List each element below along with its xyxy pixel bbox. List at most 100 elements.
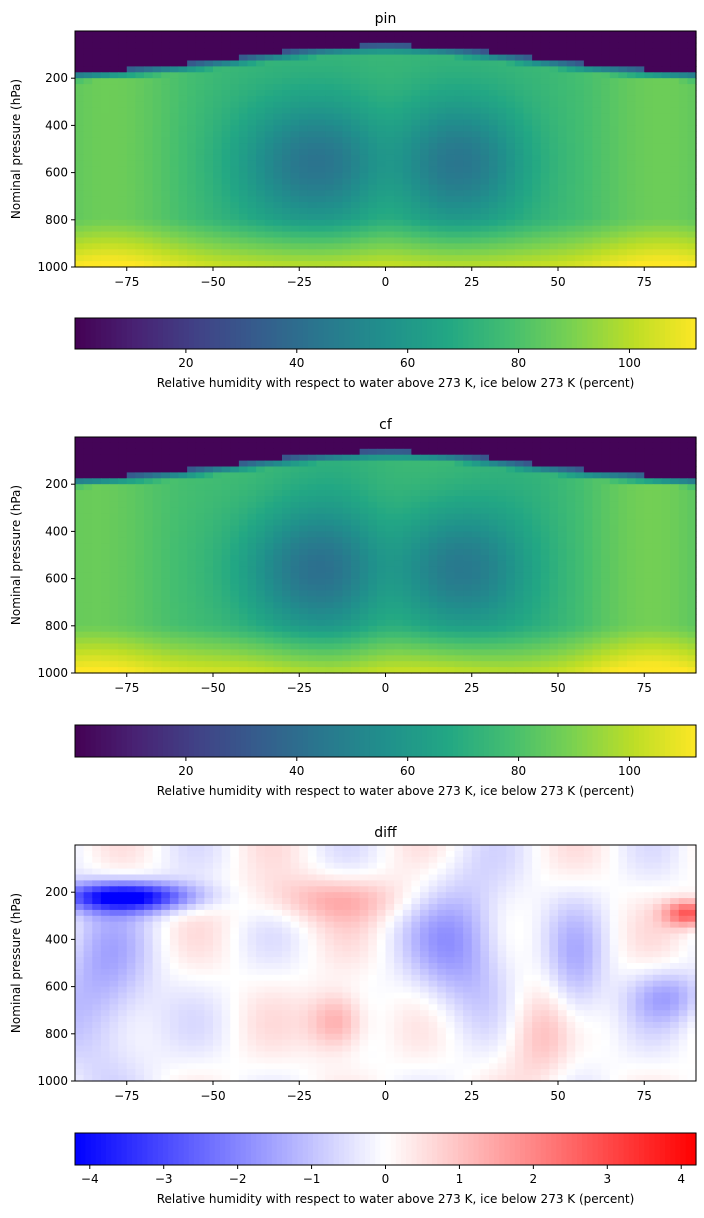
heatmap-cell (152, 166, 162, 174)
heatmap-cell (575, 172, 585, 180)
heatmap-cell (307, 125, 318, 132)
heatmap-cell (221, 507, 231, 515)
heatmap-cell (161, 90, 171, 97)
heatmap-cell (437, 566, 447, 574)
heatmap-cell (299, 184, 309, 191)
heatmap-cell (402, 42, 412, 50)
heatmap-cell (333, 154, 343, 162)
heatmap-cell (178, 478, 188, 485)
heatmap-cell (83, 578, 93, 586)
heatmap-cell (351, 42, 361, 50)
heatmap-cell (178, 490, 188, 497)
heatmap-cell (213, 543, 223, 550)
heatmap-cell (661, 501, 671, 509)
heatmap-cell (652, 54, 663, 62)
heatmap-cell (290, 154, 300, 162)
heatmap-cell (428, 507, 438, 515)
heatmap-cell (670, 72, 680, 79)
heatmap-cell (307, 178, 318, 185)
heatmap-cell (687, 584, 697, 591)
colorbar-segment (131, 318, 138, 349)
heatmap-cell (445, 72, 456, 79)
heatmap-cell (178, 566, 188, 574)
heatmap-cell (230, 490, 240, 497)
heatmap-cell (627, 107, 637, 115)
heatmap-cell (627, 454, 637, 462)
heatmap-cell (618, 549, 628, 556)
heatmap-cell (161, 484, 171, 491)
heatmap-cell (195, 249, 205, 256)
heatmap-cell (411, 519, 421, 527)
heatmap-cell (558, 249, 568, 256)
heatmap-cell (661, 555, 671, 562)
heatmap-cell (687, 237, 697, 244)
heatmap-cell (109, 48, 119, 56)
heatmap-cell (463, 484, 473, 491)
heatmap-cell (178, 225, 188, 233)
heatmap-cell (325, 572, 335, 580)
heatmap-cell (549, 490, 559, 497)
colorbar-segment (162, 318, 169, 349)
heatmap-cell (152, 596, 162, 603)
heatmap-cell (230, 243, 240, 250)
heatmap-cell (497, 95, 507, 103)
heatmap-cell (256, 202, 266, 209)
heatmap-cell (506, 160, 516, 168)
heatmap-cell (135, 466, 145, 473)
heatmap-cell (351, 231, 361, 239)
heatmap-cell (109, 166, 119, 174)
heatmap-cell (161, 178, 171, 185)
heatmap-cell (100, 460, 111, 468)
heatmap-cell (497, 66, 507, 73)
colorbar-segment (292, 318, 299, 349)
heatmap-cell (359, 578, 369, 586)
heatmap-cell (402, 219, 412, 227)
heatmap-cell (540, 178, 550, 185)
heatmap-cell (264, 496, 274, 503)
heatmap-cell (506, 131, 516, 138)
heatmap-cell (118, 507, 128, 515)
heatmap-cell (290, 202, 300, 209)
heatmap-cell (204, 172, 214, 180)
colorbar-segment (100, 318, 107, 349)
heatmap-cell (549, 578, 559, 586)
heatmap-cell (316, 566, 326, 574)
heatmap-cell (532, 208, 542, 215)
heatmap-cell (678, 208, 688, 215)
heatmap-cell (644, 519, 654, 527)
heatmap-cell (161, 454, 171, 462)
heatmap-cell (135, 572, 145, 580)
heatmap-cell (445, 154, 456, 162)
heatmap-cell (497, 36, 507, 44)
heatmap-cell (411, 54, 421, 62)
heatmap-cell (523, 36, 533, 44)
heatmap-cell (566, 42, 576, 50)
heatmap-cell (161, 249, 171, 256)
heatmap-cell (687, 90, 697, 97)
heatmap-cell (627, 543, 637, 550)
heatmap-cell (247, 513, 257, 521)
heatmap-cell (454, 578, 464, 586)
heatmap-cell (135, 437, 145, 444)
heatmap-cell (230, 84, 240, 91)
heatmap-cell (437, 78, 447, 85)
heatmap-cell (368, 149, 378, 156)
heatmap-cell (307, 507, 318, 515)
heatmap-cell (144, 196, 154, 203)
heatmap-cell (83, 596, 93, 603)
heatmap-cell (385, 243, 395, 250)
heatmap-cell (678, 154, 688, 162)
heatmap-cell (661, 125, 671, 132)
heatmap-cell (437, 72, 447, 79)
heatmap-cell (307, 578, 318, 586)
heatmap-cell (592, 231, 602, 239)
heatmap-cell (437, 196, 447, 203)
heatmap-cell (92, 525, 102, 532)
heatmap-cell (144, 596, 154, 603)
heatmap-cell (109, 596, 119, 603)
heatmap-cell (204, 472, 214, 479)
heatmap-cell (558, 454, 568, 462)
heatmap-cell (506, 549, 516, 556)
heatmap-cell (497, 584, 507, 591)
heatmap-cell (92, 261, 102, 268)
